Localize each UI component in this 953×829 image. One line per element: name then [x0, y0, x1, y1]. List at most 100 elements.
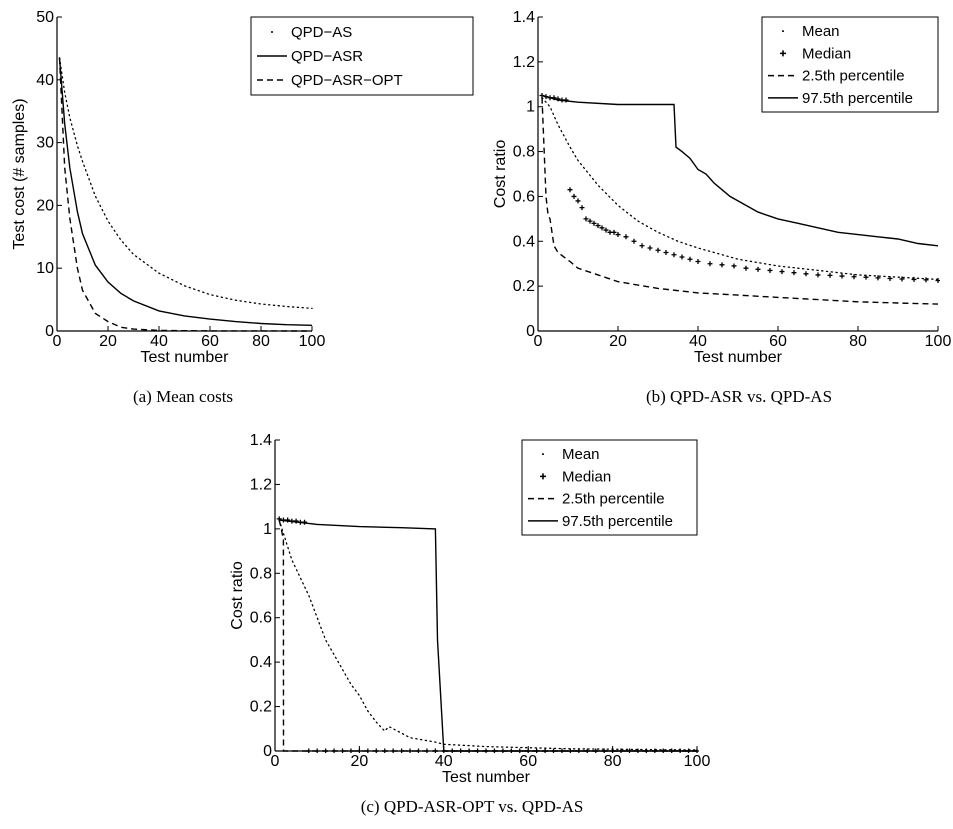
legend-entry: 2.5th percentile [802, 68, 905, 85]
data-point [631, 238, 637, 244]
y-tick-label: 0.2 [250, 699, 272, 716]
plot-area [539, 93, 940, 305]
y-axis-label: Test cost (# samples) [11, 98, 28, 249]
data-point [779, 269, 785, 275]
data-point [827, 272, 833, 278]
legend: Mean Median 2.5th percentile 97.5th percent… [521, 439, 698, 536]
data-point [579, 205, 585, 211]
x-tick-label: 80 [252, 333, 270, 350]
data-point [743, 265, 749, 271]
data-point [803, 271, 809, 277]
legend-swatch [780, 50, 786, 57]
series-line [278, 519, 698, 751]
data-point [587, 218, 593, 224]
x-tick-label: 0 [53, 333, 62, 350]
data-point [623, 234, 629, 240]
y-axis-label: Cost ratio [492, 140, 509, 209]
panel-caption: (a) Mean costs [133, 387, 233, 406]
data-point [647, 245, 653, 251]
x-tick-label: 60 [201, 333, 219, 350]
x-tick-label: 20 [609, 333, 627, 350]
legend: QPD−AS QPD−ASR QPD−ASR−OPT [250, 16, 474, 96]
y-tick-label: 1.4 [513, 9, 535, 26]
series-markers [276, 516, 699, 753]
y-tick-label: 0.4 [250, 654, 272, 671]
x-tick-label: 20 [351, 753, 369, 770]
plot-area [58, 57, 313, 332]
data-point [639, 243, 645, 249]
x-tick-label: 0 [534, 333, 543, 350]
data-point [911, 276, 917, 282]
y-tick-label: 0 [45, 323, 54, 340]
x-tick-label: 100 [684, 753, 711, 770]
y-tick-label: 1.4 [250, 432, 272, 449]
x-tick-label: 60 [769, 333, 787, 350]
data-point [755, 266, 761, 272]
y-tick-label: 0.4 [513, 233, 535, 250]
data-point [719, 262, 725, 268]
series-line [278, 519, 697, 752]
y-tick-label: 40 [36, 72, 54, 89]
y-tick-label: 1.2 [513, 54, 535, 71]
data-point [863, 274, 869, 280]
x-tick-label: 40 [435, 753, 453, 770]
x-axis-label: Test number [442, 769, 531, 786]
x-tick-label: 40 [150, 333, 168, 350]
data-point [611, 229, 617, 235]
data-point [851, 274, 857, 280]
data-point [679, 254, 685, 260]
x-tick-label: 80 [604, 753, 622, 770]
series-line [58, 57, 312, 332]
data-point [407, 748, 413, 753]
x-tick-label: 100 [925, 333, 952, 350]
x-tick-label: 20 [99, 333, 117, 350]
series-line [279, 519, 697, 752]
legend-swatch [271, 31, 273, 33]
data-point [887, 276, 893, 282]
x-tick-label: 60 [519, 753, 537, 770]
legend-entry: QPD−ASR [291, 48, 363, 65]
data-point [899, 276, 905, 282]
legend-entry: Median [562, 468, 611, 485]
data-point [591, 220, 597, 226]
legend-swatch [542, 453, 544, 456]
data-point [791, 270, 797, 276]
data-point [875, 275, 881, 281]
x-tick-label: 100 [299, 333, 326, 350]
data-point [563, 97, 569, 103]
y-tick-label: 0.2 [513, 278, 535, 295]
legend-box [761, 16, 939, 113]
x-axis-label: Test number [140, 349, 229, 366]
y-tick-label: 0 [526, 323, 535, 340]
data-point [567, 187, 573, 193]
legend-entry: 2.5th percentile [562, 491, 665, 508]
data-point [935, 278, 940, 284]
data-point [695, 258, 701, 264]
data-point [731, 263, 737, 269]
legend-box [250, 16, 474, 96]
data-point [767, 267, 773, 273]
data-point [839, 273, 845, 279]
data-point [599, 225, 605, 231]
panel-caption: (c) QPD-ASR-OPT vs. QPD-AS [361, 797, 584, 816]
y-tick-label: 0 [263, 743, 272, 760]
legend-entry: Mean [562, 446, 600, 463]
y-tick-label: 20 [36, 197, 54, 214]
chart-panel-3: 0 20 40 60 80 100 0 0.2 0.4 0.6 0.8 1 1.2 1.4 Test num… [229, 432, 710, 816]
legend-entry: Mean [802, 23, 840, 40]
legend-entry: Median [802, 45, 851, 62]
plot-area [276, 516, 699, 753]
data-point [687, 256, 693, 262]
x-tick-label: 40 [689, 333, 707, 350]
legend-entry: QPD−ASR−OPT [291, 72, 403, 89]
series-markers [539, 93, 940, 284]
legend: Mean Median 2.5th percentile 97.5th percent… [761, 16, 939, 113]
series-line [541, 94, 939, 247]
y-tick-label: 10 [36, 260, 54, 277]
data-point [575, 198, 581, 204]
data-point [571, 193, 577, 199]
data-point [923, 277, 929, 283]
legend-entry: 97.5th percentile [562, 513, 673, 530]
legend-swatch [540, 473, 546, 480]
